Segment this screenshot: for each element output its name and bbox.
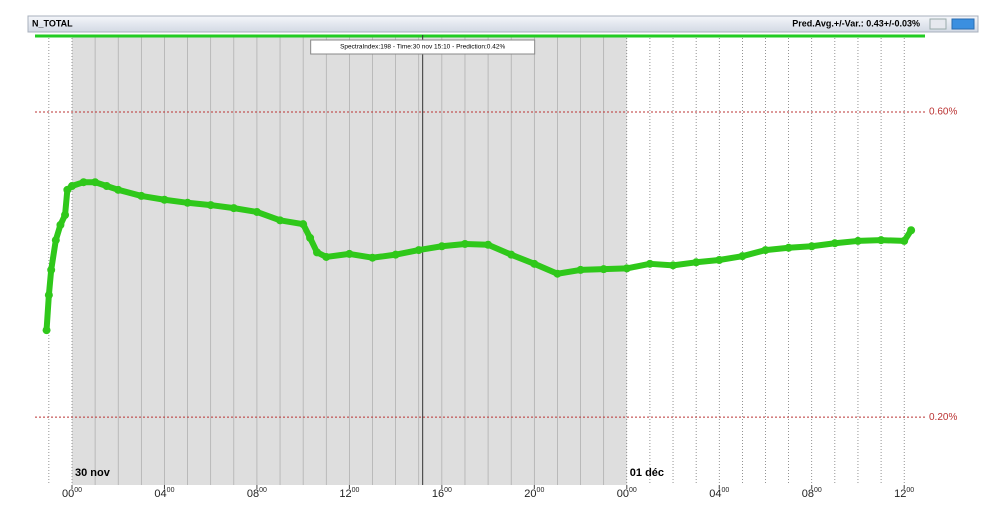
data-point — [91, 178, 100, 187]
data-point — [437, 242, 446, 251]
data-point — [47, 265, 56, 274]
data-point — [507, 250, 516, 259]
data-point — [368, 253, 377, 262]
data-point — [42, 326, 51, 335]
date-label: 01 déc — [630, 467, 664, 479]
x-tick-label: 0000 — [617, 487, 637, 500]
window-title: N_TOTAL — [32, 18, 73, 28]
data-point — [114, 185, 123, 194]
plot-area: 0.60% 0.20% 0000 0400 0800 1200 1600 2000 0000 04… — [35, 34, 957, 500]
data-point — [484, 240, 493, 249]
data-point — [102, 182, 111, 191]
title-bar — [27, 15, 979, 33]
data-point — [79, 178, 88, 187]
data-point — [807, 242, 816, 251]
data-point — [44, 291, 53, 300]
data-point — [252, 207, 261, 216]
data-point — [56, 220, 65, 229]
data-point — [67, 182, 76, 191]
x-tick-label: 1600 — [432, 487, 452, 500]
data-point — [61, 211, 70, 219]
data-point — [692, 258, 701, 267]
minimize-button[interactable] — [929, 18, 947, 30]
data-point — [622, 264, 631, 273]
data-point — [830, 239, 839, 248]
data-point — [414, 246, 423, 255]
x-tick-label: 1200 — [894, 487, 914, 500]
y-tick-label: 0.60% — [929, 107, 957, 118]
data-point — [306, 233, 315, 242]
status-text: Pred.Avg.+/-Var.: 0.43+/-0.03% — [792, 18, 920, 28]
data-point — [229, 204, 238, 213]
data-point — [276, 216, 285, 225]
data-point — [645, 259, 654, 268]
data-point — [576, 265, 585, 274]
data-point — [313, 248, 322, 257]
maximize-button[interactable] — [951, 18, 975, 30]
data-point — [299, 220, 308, 229]
data-point — [877, 236, 886, 245]
x-tick-label: 2000 — [524, 487, 544, 500]
data-point — [183, 198, 192, 207]
x-tick-label: 0400 — [154, 487, 174, 500]
y-tick-label: 0.20% — [929, 412, 957, 423]
data-point — [900, 236, 909, 245]
tooltip-box — [310, 39, 536, 55]
data-point — [715, 256, 724, 264]
data-point — [669, 261, 678, 270]
x-tick-label: 0800 — [247, 487, 267, 500]
x-tick-label: 1200 — [339, 487, 359, 500]
date-label: 30 nov — [75, 467, 111, 479]
data-point — [553, 269, 562, 278]
x-tick-label: 0400 — [709, 487, 729, 500]
tooltip-text: SpectraIndex:198 - Time:30 nov 15:10 - P… — [340, 44, 505, 51]
data-point — [206, 201, 215, 210]
data-point — [599, 265, 608, 274]
data-point — [784, 243, 793, 252]
data-point — [160, 195, 169, 204]
data-point — [738, 252, 747, 261]
data-point — [460, 239, 469, 248]
data-point — [137, 191, 146, 200]
x-tick-label: 0800 — [802, 487, 822, 500]
data-point — [51, 236, 60, 245]
data-point — [853, 236, 862, 245]
data-point — [761, 246, 770, 255]
data-point — [345, 249, 354, 258]
data-point — [530, 259, 539, 268]
data-point — [391, 250, 400, 259]
data-point — [322, 252, 331, 261]
data-point — [907, 226, 916, 235]
x-tick-label: 0000 — [62, 487, 82, 500]
